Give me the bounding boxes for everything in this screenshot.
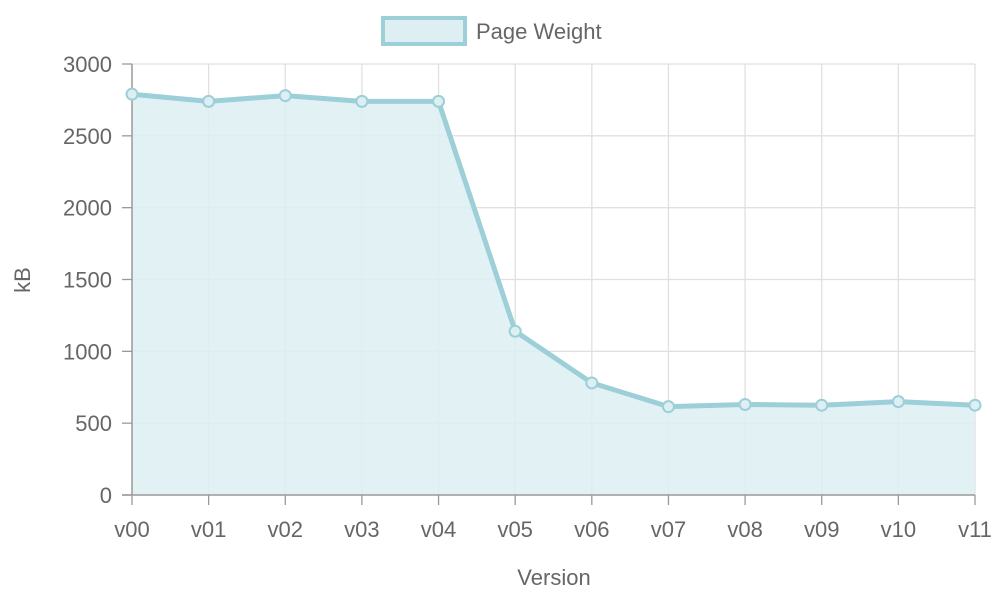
- plot-area: [131, 91, 976, 495]
- x-tick-label: v08: [727, 517, 762, 542]
- x-tick-label: v10: [881, 517, 916, 542]
- series-line: [131, 91, 976, 410]
- y-axis-title: kB: [10, 267, 35, 293]
- data-point[interactable]: [585, 376, 599, 390]
- x-tick-label: v03: [344, 517, 379, 542]
- y-tick-label: 1000: [63, 339, 112, 364]
- x-tick-label: v04: [421, 517, 456, 542]
- data-point[interactable]: [891, 395, 905, 409]
- x-tick-label: v06: [574, 517, 609, 542]
- data-point[interactable]: [815, 398, 829, 412]
- legend-label[interactable]: Page Weight: [476, 19, 602, 44]
- data-point[interactable]: [125, 87, 139, 101]
- y-tick-label: 500: [75, 411, 112, 436]
- x-axis-title: Version: [517, 565, 590, 590]
- y-tick-label: 2500: [63, 124, 112, 149]
- data-point[interactable]: [278, 89, 292, 103]
- y-tick-label: 2000: [63, 196, 112, 221]
- series-area-fill: [132, 94, 975, 495]
- y-tick-label: 0: [100, 483, 112, 508]
- data-point[interactable]: [508, 324, 522, 338]
- data-point[interactable]: [968, 398, 982, 412]
- tick-labels: 0 500 1000 1500 2000 2500 3000 v00 v01 v02 v03 v04 v…: [63, 52, 992, 542]
- x-tick-label: v11: [958, 517, 992, 542]
- x-tick-label: v00: [114, 517, 149, 542]
- data-point[interactable]: [432, 94, 446, 108]
- data-point[interactable]: [355, 94, 369, 108]
- y-tick-label: 1500: [63, 268, 112, 293]
- axes: [122, 63, 976, 505]
- y-tick-label: 3000: [63, 52, 112, 77]
- x-tick-label: v01: [191, 517, 226, 542]
- x-tick-label: v05: [497, 517, 532, 542]
- data-points: [125, 87, 982, 414]
- x-tick-label: v09: [804, 517, 839, 542]
- data-point[interactable]: [202, 94, 216, 108]
- x-tick-label: v07: [651, 517, 686, 542]
- legend[interactable]: Page Weight: [381, 16, 602, 46]
- legend-swatch[interactable]: [381, 16, 467, 46]
- data-point[interactable]: [738, 397, 752, 411]
- data-point[interactable]: [661, 400, 675, 414]
- x-tick-label: v02: [268, 517, 303, 542]
